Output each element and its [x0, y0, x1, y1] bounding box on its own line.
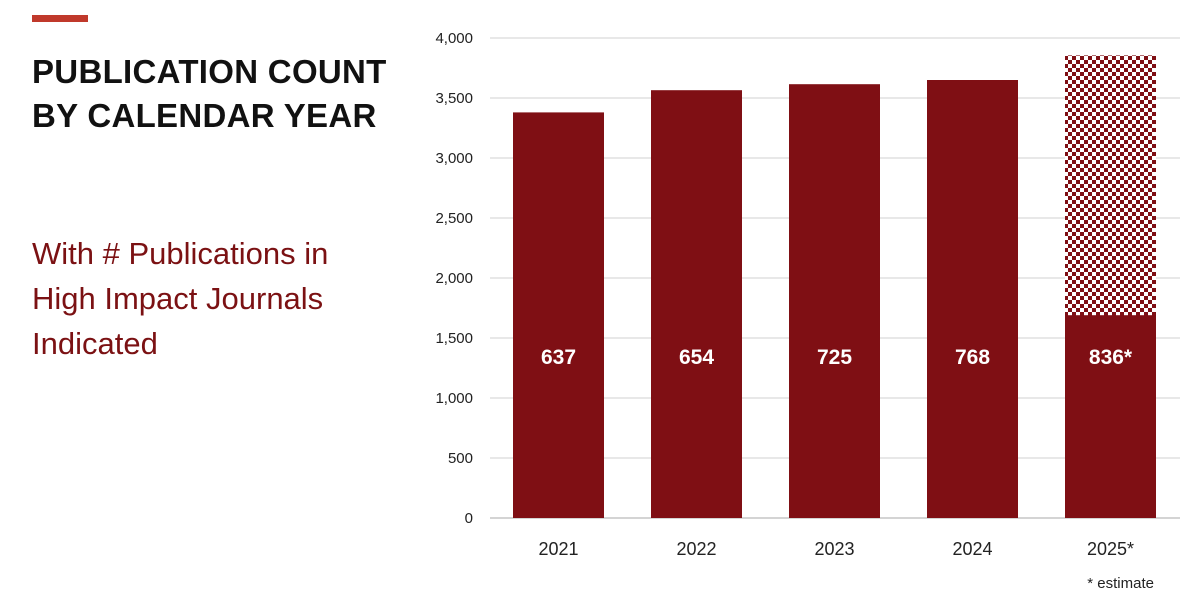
data-label: 836* [1089, 346, 1133, 369]
y-tick-label: 500 [448, 450, 473, 467]
x-tick-label: 2024 [952, 539, 992, 559]
bar [789, 84, 880, 518]
subtitle-line: Indicated [32, 326, 158, 361]
subtitle-line: With # Publications in [32, 236, 329, 271]
x-tick-label: 2022 [676, 539, 716, 559]
bar-highlight-segment [1065, 315, 1156, 518]
x-tick-label: 2023 [814, 539, 854, 559]
data-label: 768 [955, 346, 990, 369]
accent-bar [32, 15, 88, 22]
data-label: 654 [679, 346, 714, 369]
y-tick-label: 4,000 [435, 30, 473, 47]
y-tick-label: 1,000 [435, 390, 473, 407]
subtitle-line: High Impact Journals [32, 281, 324, 316]
data-label: 725 [817, 346, 852, 369]
y-tick-label: 3,000 [435, 150, 473, 167]
slide-title: PUBLICATION COUNT BY CALENDAR YEAR [32, 50, 387, 138]
bar [651, 90, 742, 518]
y-tick-label: 0 [465, 510, 473, 527]
bar [513, 112, 604, 519]
footnote: * estimate [1087, 575, 1154, 592]
y-tick-label: 2,000 [435, 270, 473, 287]
title-line: PUBLICATION COUNT [32, 53, 387, 90]
y-tick-label: 2,500 [435, 210, 473, 227]
x-tick-label: 2025* [1087, 539, 1134, 559]
bar [927, 80, 1018, 518]
y-tick-label: 1,500 [435, 330, 473, 347]
title-line: BY CALENDAR YEAR [32, 97, 377, 134]
slide-subtitle: With # Publications in High Impact Journ… [32, 231, 328, 366]
data-label: 637 [541, 346, 576, 369]
x-tick-label: 2021 [538, 539, 578, 559]
y-tick-label: 3,500 [435, 90, 473, 107]
